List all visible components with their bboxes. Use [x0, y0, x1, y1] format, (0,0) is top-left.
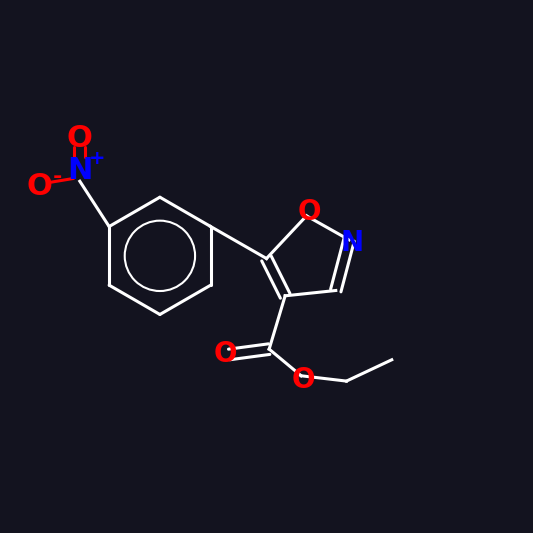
- Text: O: O: [292, 366, 316, 394]
- Text: N: N: [67, 156, 93, 185]
- Text: O: O: [213, 341, 237, 368]
- Text: -: -: [53, 167, 62, 187]
- Text: O: O: [27, 172, 53, 201]
- Text: +: +: [89, 149, 106, 168]
- Text: O: O: [297, 198, 321, 225]
- Text: N: N: [340, 229, 364, 256]
- Text: O: O: [67, 124, 93, 153]
